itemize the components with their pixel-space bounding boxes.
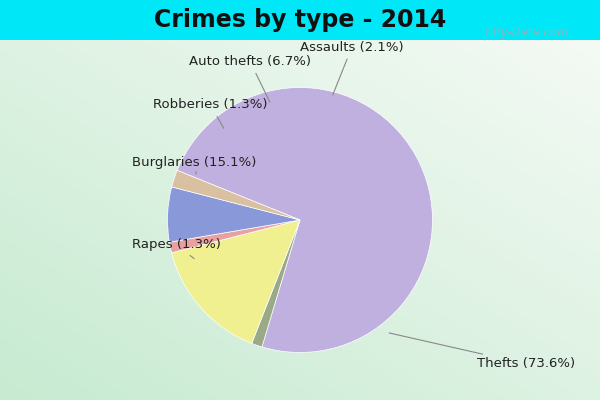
Text: Auto thefts (6.7%): Auto thefts (6.7%) xyxy=(189,55,311,102)
Wedge shape xyxy=(252,220,300,347)
Text: City-Data.com: City-Data.com xyxy=(477,26,569,39)
Wedge shape xyxy=(169,220,300,253)
Text: Rapes (1.3%): Rapes (1.3%) xyxy=(131,238,220,259)
Text: Thefts (73.6%): Thefts (73.6%) xyxy=(389,333,575,370)
Wedge shape xyxy=(172,220,300,343)
Text: Robberies (1.3%): Robberies (1.3%) xyxy=(153,98,268,128)
Wedge shape xyxy=(167,187,300,242)
Text: Crimes by type - 2014: Crimes by type - 2014 xyxy=(154,8,446,32)
Wedge shape xyxy=(172,170,300,220)
Text: Burglaries (15.1%): Burglaries (15.1%) xyxy=(131,156,256,174)
Text: Assaults (2.1%): Assaults (2.1%) xyxy=(300,41,404,95)
Wedge shape xyxy=(177,88,433,352)
